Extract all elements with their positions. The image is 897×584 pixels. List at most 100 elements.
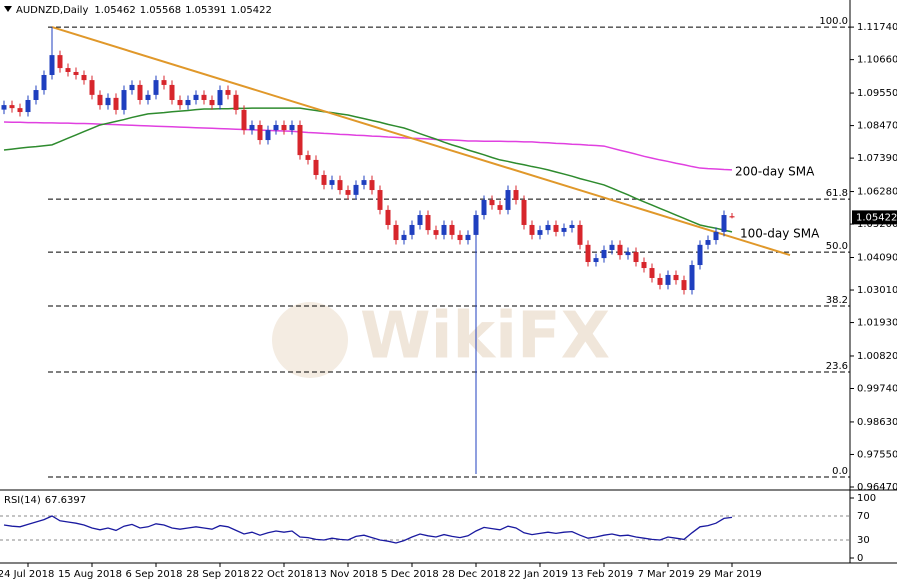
candle-body: [625, 252, 631, 256]
watermark-logo: [272, 302, 348, 378]
candle-body: [457, 234, 463, 241]
y-tick-label: 0.99740: [857, 384, 897, 395]
candle-body: [513, 190, 519, 200]
y-tick-label: 1.07390: [857, 153, 897, 164]
candle-body: [417, 215, 423, 225]
candle-body: [313, 159, 319, 175]
x-tick-label: 7 Mar 2019: [637, 569, 694, 580]
x-tick-label: 22 Oct 2018: [251, 569, 313, 580]
rsi-tick-label: 100: [857, 493, 876, 504]
y-tick-label: 1.03010: [857, 285, 897, 296]
readout-high: 1.05568: [140, 5, 181, 16]
fib-label: 50.0: [826, 241, 848, 252]
candle-body: [425, 215, 431, 231]
indicator-header: RSI(14) 67.6397: [4, 495, 86, 506]
y-tick-label: 1.00820: [857, 351, 897, 362]
candle-body: [705, 240, 711, 245]
fib-label: 23.6: [826, 361, 848, 372]
x-tick-label: 29 Mar 2019: [698, 569, 761, 580]
trendline: [51, 26, 791, 257]
candle-body: [721, 215, 727, 232]
candle-body: [25, 99, 31, 113]
readout-low: 1.05391: [185, 5, 226, 16]
candle-body: [697, 244, 703, 266]
candle-body: [249, 124, 255, 131]
candle-body: [33, 90, 39, 100]
candle-body: [505, 190, 511, 210]
candle-body: [433, 230, 439, 235]
candle-body: [481, 199, 487, 216]
candle-body: [233, 94, 239, 110]
y-tick-label: 0.96470: [857, 482, 897, 493]
rsi-tick-label: 70: [857, 511, 870, 522]
candle-body: [393, 224, 399, 241]
candle-body: [81, 74, 87, 81]
y-tick-label: 1.04090: [857, 252, 897, 263]
indicator-value: 67.6397: [45, 495, 86, 506]
header: AUDNZD,Daily 1.05462 1.05568 1.05391 1.05422: [16, 5, 272, 16]
candle-body: [161, 80, 167, 85]
candle-body: [193, 94, 199, 100]
candle-body: [689, 265, 695, 291]
y-tick-label: 1.08470: [857, 121, 897, 132]
rsi-tick-label: 30: [857, 535, 870, 546]
candle-body: [281, 124, 287, 131]
indicator-name: RSI(14): [4, 495, 41, 506]
candle-body: [321, 174, 327, 185]
candle-body: [553, 224, 559, 232]
candle-body: [121, 90, 127, 110]
x-tick-label: 28 Dec 2018: [442, 569, 506, 580]
candle-body: [305, 155, 311, 160]
candle-body: [617, 244, 623, 256]
candle-body: [89, 80, 95, 95]
readout-close: 1.05422: [230, 5, 271, 16]
candle-body: [137, 84, 143, 100]
candle-body: [337, 180, 343, 191]
candle-body: [657, 277, 663, 285]
candle-body: [225, 90, 231, 95]
candle-body: [209, 99, 215, 106]
candle-body: [489, 199, 495, 206]
candle-body: [601, 249, 607, 259]
candle-body: [385, 209, 391, 225]
y-tick-label: 1.05200: [857, 219, 897, 230]
candle-body: [713, 231, 719, 241]
x-tick-label: 15 Aug 2018: [58, 569, 122, 580]
candle-body: [73, 71, 79, 75]
x-tick-label: 24 Jul 2018: [0, 569, 54, 580]
candle-body: [201, 94, 207, 100]
candle-body: [329, 180, 335, 185]
y-tick-label: 1.06280: [857, 187, 897, 198]
fib-label: 100.0: [819, 16, 848, 27]
candle-body: [545, 224, 551, 231]
candle-body: [729, 216, 735, 218]
candle-body: [593, 258, 599, 263]
candle-body: [49, 55, 55, 75]
candle-body: [561, 227, 567, 232]
y-tick-label: 1.01930: [857, 318, 897, 329]
y-tick-label: 1.09550: [857, 88, 897, 99]
candle-body: [361, 180, 367, 185]
candle-body: [185, 99, 191, 106]
y-tick-label: 0.97550: [857, 449, 897, 460]
candle-body: [129, 84, 135, 91]
candle-body: [665, 274, 671, 285]
candle-body: [265, 130, 271, 141]
price-box: [852, 210, 897, 225]
series-label: 100-day SMA: [740, 226, 820, 240]
candle-body: [65, 68, 71, 72]
price-box-label: 1.05422: [856, 212, 897, 223]
candle-body: [441, 224, 447, 235]
fib-label: 0.0: [832, 466, 848, 477]
candle-body: [537, 230, 543, 235]
fib-label: 38.2: [826, 295, 848, 306]
candle-body: [473, 215, 479, 235]
rsi-line: [3, 515, 733, 544]
candle-body: [105, 97, 111, 106]
candle-body: [169, 84, 175, 100]
candle-body: [569, 224, 575, 228]
candle-body: [529, 224, 535, 235]
candle-body: [577, 224, 583, 245]
candle-body: [57, 55, 63, 69]
candle-body: [1, 105, 7, 110]
